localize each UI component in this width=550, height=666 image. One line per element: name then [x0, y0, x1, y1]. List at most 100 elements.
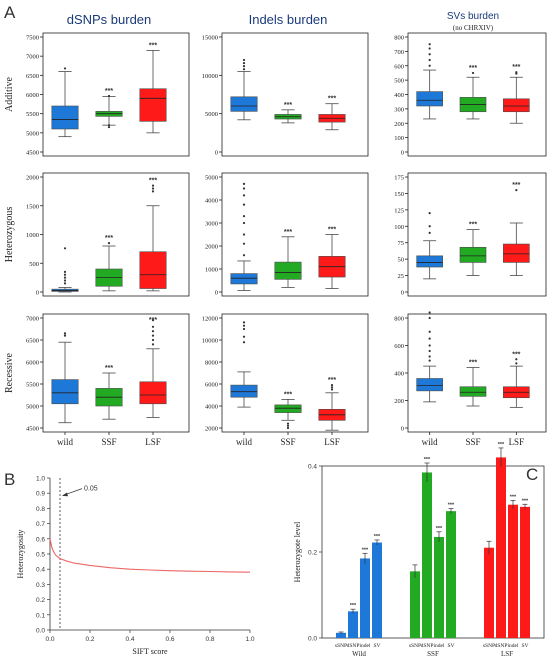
outlier-point: [428, 212, 431, 215]
x-axis-label: SIFT score: [132, 647, 168, 656]
y-tick-label: 12000: [202, 316, 218, 323]
box-plot-grid: 4500500055006000650070007500AdditivedSNP…: [4, 11, 547, 447]
x-tick-label: wild: [57, 437, 74, 447]
outlier-point: [151, 343, 155, 346]
y-axis-label: Heterozygosity: [16, 530, 25, 579]
outlier-point: [428, 344, 431, 347]
significance-mark: ***: [284, 102, 292, 109]
y-tick-label: 4000: [205, 198, 218, 205]
box-plot-indel-heterozygous: 0 1000 2000 3000 4000 5000 *** ***: [205, 172, 369, 297]
outlier-point: [428, 349, 431, 353]
y-tick-label: 0.5: [36, 552, 45, 559]
bar-sSNP: [336, 632, 346, 638]
y-tick-label: 10000: [202, 73, 218, 80]
outlier-point: [151, 187, 155, 190]
outlier-point: [286, 422, 290, 425]
outlier-point: [515, 71, 518, 74]
outlier-point: [428, 225, 431, 228]
y-tick-label: 1000: [26, 232, 39, 239]
significance-mark: ***: [149, 42, 157, 49]
significance-mark: ***: [510, 494, 517, 500]
y-axis-label: Heterozygote level: [293, 521, 302, 582]
bar-SV: [372, 542, 382, 638]
y-tick-label: 25: [398, 273, 405, 280]
bar-label: indel: [508, 643, 519, 649]
box-body: [416, 378, 443, 392]
box-wild: [230, 58, 258, 121]
bar-group-LSF: sSNP *** dSNP *** indel *** SV LSF: [483, 442, 530, 658]
significance-mark: ***: [522, 498, 529, 504]
box-body: [230, 384, 258, 398]
box-plot-dSNP-additive: 4500 5000 5500 6000 6500 7000 7500 Additive dSNP…: [4, 12, 190, 157]
y-tick-label: 7000: [26, 316, 39, 323]
bar-label: SV: [447, 643, 454, 649]
y-tick-label: 2000: [205, 244, 218, 251]
y-tick-label: 0.2: [36, 597, 45, 604]
y-tick-label: 0.8: [36, 506, 45, 513]
box-plot-sv-additive: 0 100 200 300 400 500 600 700 800 SVs burden (no C…: [394, 11, 547, 157]
outlier-point: [428, 337, 431, 340]
outlier-point: [242, 65, 246, 68]
y-tick-label: 0.6: [36, 536, 45, 543]
y-tick-label: 0.2: [308, 550, 317, 557]
box-body: [274, 404, 302, 413]
y-tick-label: 0.0: [36, 628, 45, 635]
outlier-point: [242, 335, 246, 338]
y-tick-label: 2000: [26, 175, 39, 182]
box-wild: wild: [51, 332, 79, 447]
x-tick-label: wild: [236, 437, 253, 447]
outlier-point: [428, 64, 431, 67]
y-tick-label: 200: [394, 121, 404, 128]
outlier-point: [151, 190, 155, 193]
bar-sSNP: [484, 547, 494, 638]
outlier-point: [63, 334, 67, 337]
x-tick-label: wild: [422, 437, 439, 447]
outlier-point: [151, 184, 155, 187]
y-tick-label: 5500: [26, 382, 39, 389]
box-body: [139, 88, 167, 122]
y-axis-label: Additive: [4, 76, 15, 112]
outlier-point: [428, 231, 431, 234]
group-label: SSF: [427, 650, 439, 658]
box-SSF: ***: [95, 235, 123, 292]
x-tick-label: LSF: [509, 437, 525, 447]
significance-mark: ***: [448, 503, 455, 509]
significance-mark: ***: [105, 235, 113, 242]
significance-mark: ***: [469, 360, 477, 367]
y-tick-label: 500: [394, 78, 404, 85]
heterozygosity-curve: [49, 538, 251, 573]
y-tick-label: 0: [36, 290, 39, 297]
outlier-point: [242, 341, 246, 344]
box-wild: [416, 212, 443, 280]
y-tick-label: 5500: [26, 111, 39, 118]
y-tick-label: 7000: [26, 54, 39, 61]
x-tick-label: LSF: [145, 437, 161, 447]
box-body: [274, 261, 302, 280]
y-tick-label: 0.3: [36, 582, 45, 589]
y-tick-label: 700: [394, 49, 404, 56]
panel-subtitle: (no CHRXIV): [453, 24, 494, 32]
outlier-point: [242, 58, 246, 62]
significance-mark: ***: [512, 182, 520, 189]
outlier-point: [428, 359, 431, 362]
significance-mark: ***: [328, 227, 336, 234]
box-LSF: ***: [318, 227, 346, 289]
x-tick-label: 0.0: [45, 636, 54, 643]
y-tick-label: 0.4: [36, 567, 45, 574]
significance-mark: ***: [149, 317, 157, 324]
box-SSF: ***: [459, 65, 487, 120]
outlier-point: [242, 242, 246, 245]
threshold-annotation: 0.05: [84, 486, 98, 493]
y-tick-label: 6500: [26, 338, 39, 345]
plot-frame: [221, 32, 369, 157]
outlier-point: [242, 194, 246, 197]
outlier-point: [330, 386, 334, 389]
x-tick-label: SSF: [280, 437, 295, 447]
y-tick-label: 8000: [205, 360, 218, 367]
bar-label: sSNP: [483, 643, 495, 649]
panel-label-c: C: [526, 465, 538, 484]
box-wild: wild: [416, 311, 443, 447]
outlier-point: [242, 324, 246, 327]
outlier-point: [515, 189, 518, 192]
y-tick-label: 800: [394, 35, 404, 42]
